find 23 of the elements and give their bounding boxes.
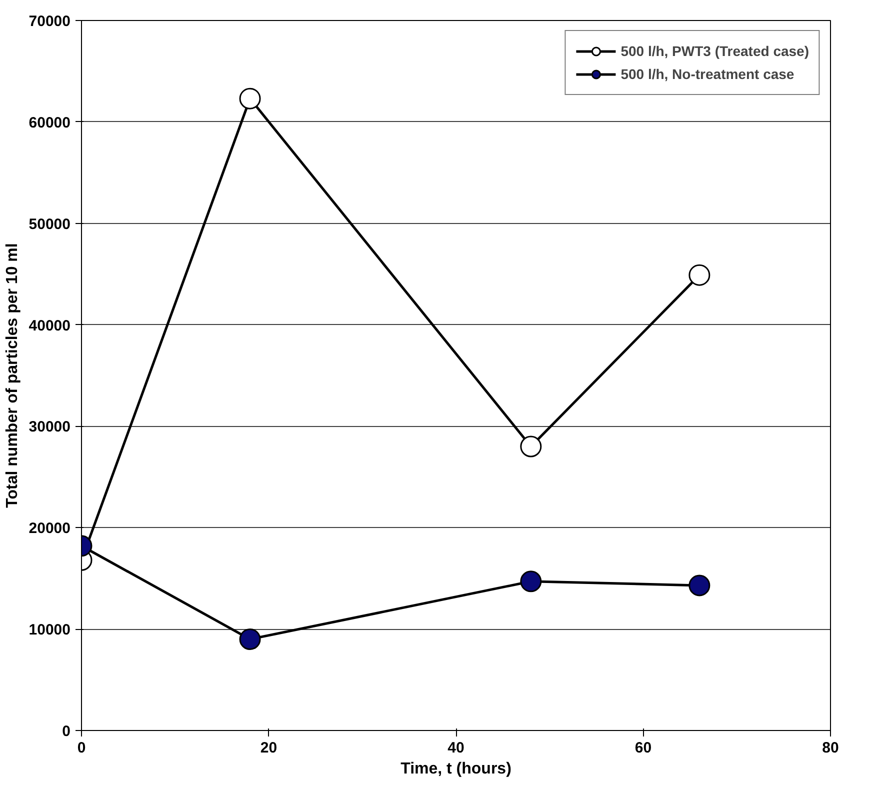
point [239, 88, 261, 110]
y-tick-label: 30000 [28, 418, 71, 436]
point [688, 264, 710, 286]
y-tick-label: 10000 [28, 622, 71, 639]
point [239, 628, 261, 650]
legend-label: 500 l/h, PWT3 (Treated case) [620, 43, 809, 59]
x-axis-title: Time, t (hours) [400, 760, 512, 778]
point [520, 436, 542, 458]
x-tick-label: 40 [448, 740, 464, 756]
y-tick-label: 70000 [28, 13, 71, 30]
x-tick-label: 80 [822, 740, 839, 756]
y-tick-label: 0 [62, 723, 70, 740]
x-tick-label: 0 [77, 740, 86, 756]
x-tick-label: 20 [260, 740, 278, 756]
y-tick-label: 60000 [28, 114, 71, 132]
x-tick-label: 60 [634, 740, 652, 756]
y-axis-title: Total number of particles per 10 ml [4, 243, 21, 508]
point [688, 574, 710, 596]
legend-label: 500 l/h, No-treatment case [620, 66, 794, 82]
point [520, 570, 542, 592]
y-tick-label: 20000 [28, 520, 71, 538]
y-tick-label: 50000 [28, 216, 71, 233]
y-tick-label: 40000 [28, 317, 71, 334]
